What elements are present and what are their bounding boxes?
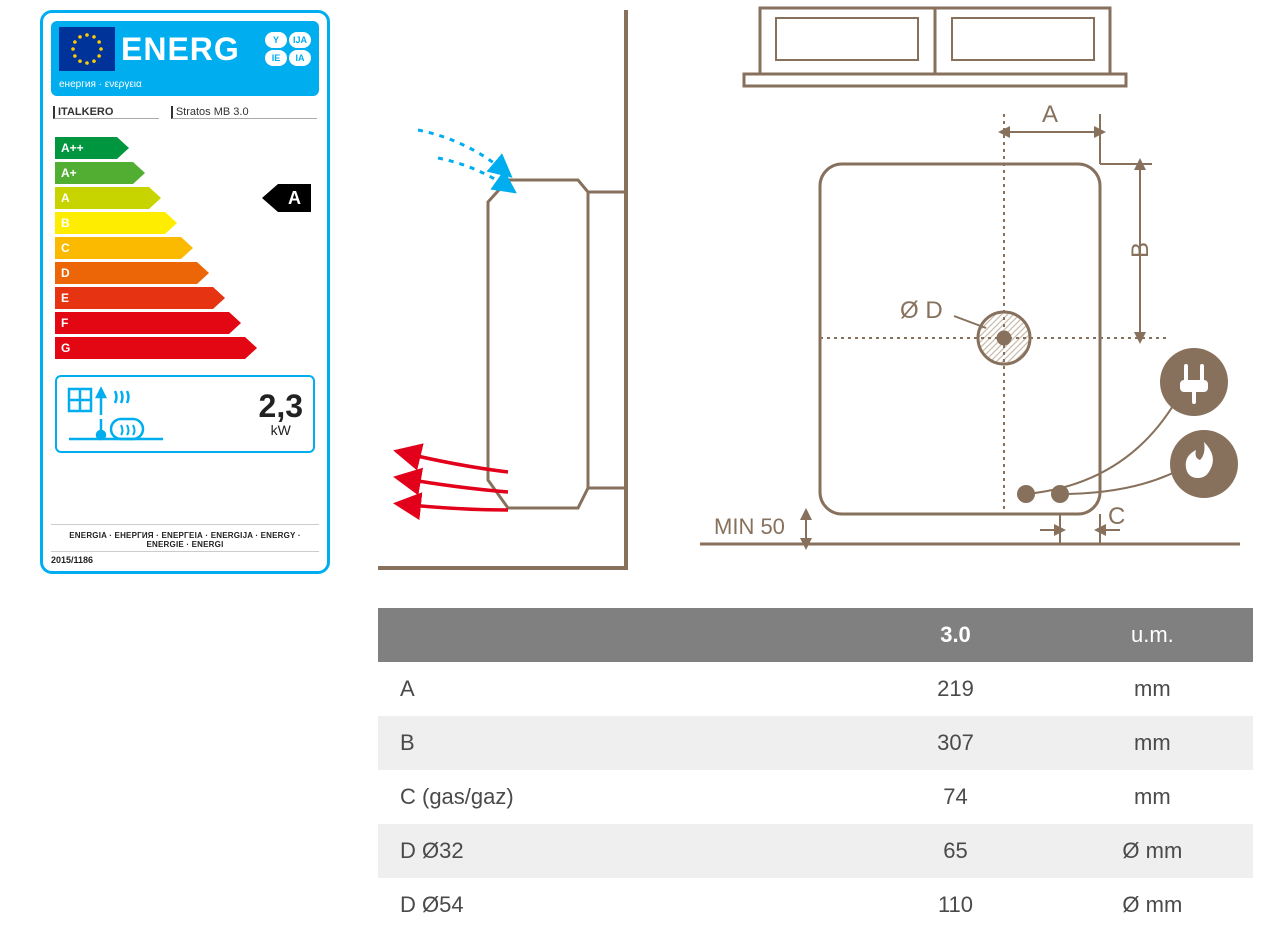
efficiency-arrow-B: B	[55, 212, 177, 234]
energy-label-footer: ENERGIA · ЕНЕРГИЯ · ΕΝΕΡΓΕΙΑ · ENERGIJA …	[51, 524, 319, 565]
table-header-row: 3.0 u.m.	[378, 608, 1253, 662]
dim-label-a: A	[1042, 101, 1058, 128]
eu-flag-icon	[59, 27, 115, 71]
power-output-box: 2,3 kW	[55, 375, 315, 453]
dim-label-d: Ø D	[900, 297, 943, 324]
efficiency-arrow-A++: A++	[55, 137, 129, 159]
dim-value: 219	[859, 662, 1052, 716]
dim-label: D Ø54	[378, 878, 859, 932]
side-view-diagram	[378, 10, 678, 574]
efficiency-arrow-E: E	[55, 287, 225, 309]
flame-icon	[1170, 430, 1238, 498]
table-row: C (gas/gaz)74mm	[378, 770, 1253, 824]
brand-name: ITALKERO	[53, 106, 159, 119]
energy-label-badges: YIJA IEIA	[265, 32, 311, 66]
col-header-unit: u.m.	[1052, 608, 1253, 662]
dim-label: C (gas/gaz)	[378, 770, 859, 824]
energy-label-title: ENERG	[121, 31, 259, 68]
back-view-diagram: A B C Ø D MIN 50	[700, 4, 1252, 578]
heater-schematic-icon	[67, 385, 167, 443]
dim-label-b: B	[1127, 242, 1154, 258]
dim-label: B	[378, 716, 859, 770]
model-name: Stratos MB 3.0	[171, 106, 317, 119]
dim-value: 74	[859, 770, 1052, 824]
energy-label-languages: ENERGIA · ЕНЕРГИЯ · ΕΝΕΡΓΕΙΑ · ENERGIJA …	[51, 524, 319, 551]
plug-icon	[1160, 348, 1228, 416]
efficiency-arrow-F: F	[55, 312, 241, 334]
power-value: 2,3 kW	[259, 390, 303, 438]
efficiency-arrow-G: G	[55, 337, 257, 359]
dim-unit: mm	[1052, 662, 1253, 716]
efficiency-rating-pointer: A	[262, 184, 311, 212]
min-clearance-label: MIN 50	[714, 514, 785, 539]
dim-value: 110	[859, 878, 1052, 932]
efficiency-arrow-D: D	[55, 262, 209, 284]
efficiency-arrow-A+: A+	[55, 162, 145, 184]
col-header-value: 3.0	[859, 608, 1052, 662]
dim-label: A	[378, 662, 859, 716]
col-header-label	[378, 608, 859, 662]
dim-unit: Ø mm	[1052, 878, 1253, 932]
energy-label-regulation: 2015/1186	[51, 551, 319, 565]
efficiency-arrow-C: C	[55, 237, 193, 259]
dim-value: 65	[859, 824, 1052, 878]
table-row: D Ø54110Ø mm	[378, 878, 1253, 932]
table-row: B307mm	[378, 716, 1253, 770]
energy-label: ENERG YIJA IEIA енергия · ενεργεια ITALK…	[40, 10, 330, 574]
dim-unit: mm	[1052, 770, 1253, 824]
dimension-table: 3.0 u.m. A219mmB307mmC (gas/gaz)74mmD Ø3…	[378, 608, 1253, 932]
dim-value: 307	[859, 716, 1052, 770]
dim-unit: mm	[1052, 716, 1253, 770]
dim-label-c: C	[1108, 503, 1125, 530]
energy-label-header: ENERG YIJA IEIA	[51, 21, 319, 77]
dim-unit: Ø mm	[1052, 824, 1253, 878]
energy-label-product: ITALKERO Stratos MB 3.0	[51, 102, 319, 123]
table-row: A219mm	[378, 662, 1253, 716]
efficiency-arrow-A: A	[55, 187, 161, 209]
table-row: D Ø3265Ø mm	[378, 824, 1253, 878]
dim-label: D Ø32	[378, 824, 859, 878]
energy-label-subheader: енергия · ενεργεια	[51, 77, 319, 96]
energy-efficiency-scale: A++A+ABCDEFGA	[55, 137, 315, 367]
